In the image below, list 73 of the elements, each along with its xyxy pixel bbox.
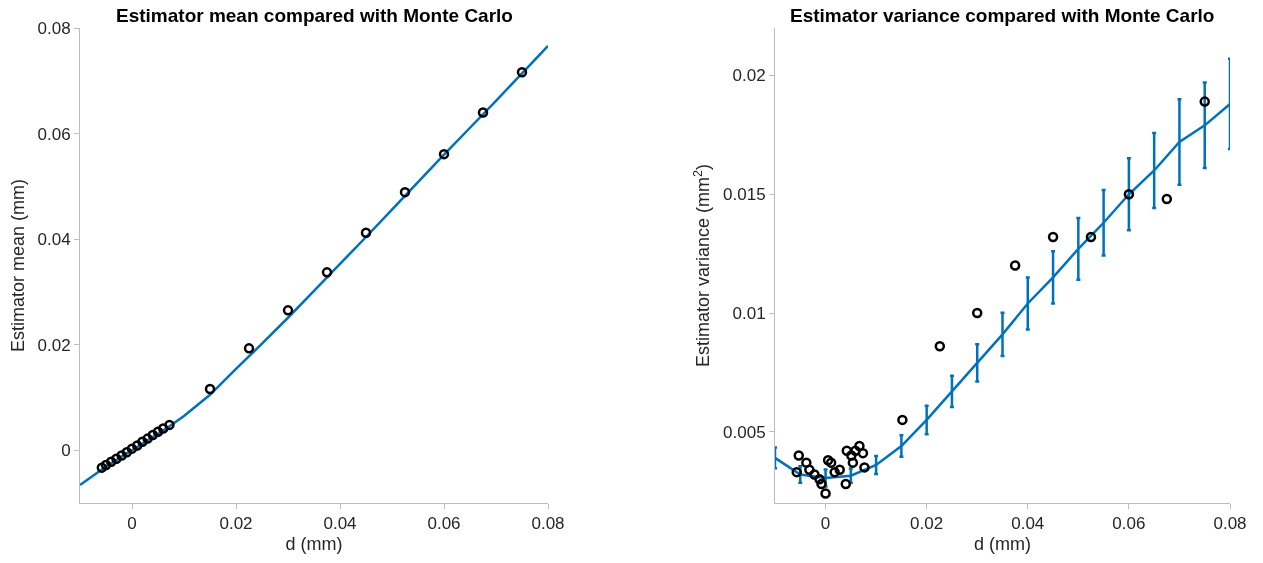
point <box>816 478 827 490</box>
point <box>791 466 802 478</box>
x-tick-label: 0 <box>820 514 831 534</box>
point <box>1085 231 1097 243</box>
point <box>1123 189 1135 200</box>
point <box>142 433 153 444</box>
point <box>164 419 175 431</box>
x-tick-label: 0.02 <box>910 514 944 534</box>
point <box>360 227 372 239</box>
point <box>847 457 859 468</box>
point <box>854 440 865 452</box>
x-axis-title: d (mm) <box>974 533 1031 554</box>
point <box>477 107 489 118</box>
point <box>137 436 148 448</box>
x-tick-label: 0.08 <box>531 514 565 534</box>
chart-title: Estimator mean compared with Monte Carlo <box>116 5 513 26</box>
point <box>116 450 127 461</box>
point <box>897 414 908 426</box>
point <box>243 343 255 354</box>
x-tick-label: 0 <box>127 514 137 534</box>
point <box>834 464 845 475</box>
point <box>131 440 143 451</box>
point <box>100 459 112 471</box>
point <box>399 186 411 198</box>
x-tick-label: 0.04 <box>1011 514 1045 534</box>
point <box>282 305 294 316</box>
point <box>971 307 983 319</box>
y-tick-label: 0.02 <box>732 66 766 86</box>
x-axis-title: d (mm) <box>285 533 343 554</box>
point <box>793 450 805 461</box>
point <box>147 429 159 441</box>
point <box>321 267 333 278</box>
y-tick-label: 0.06 <box>37 124 71 144</box>
x-tick-label: 0.06 <box>427 514 461 534</box>
y-tick-label: 0 <box>61 441 71 461</box>
point <box>850 445 861 456</box>
point <box>1199 96 1210 107</box>
y-tick-label: 0.005 <box>723 422 766 442</box>
y-tick-label: 0.015 <box>723 185 766 205</box>
y-axis-title: Estimator mean (mm) <box>7 178 28 353</box>
point <box>157 423 169 434</box>
point <box>1009 260 1021 271</box>
point <box>96 462 108 473</box>
y-tick-label: 0.08 <box>37 18 71 38</box>
point <box>829 466 840 478</box>
point <box>516 67 528 78</box>
point <box>152 426 164 437</box>
y-tick-label: 0.04 <box>37 230 71 250</box>
point <box>204 383 216 395</box>
x-tick-label: 0.02 <box>219 514 253 534</box>
point <box>438 148 450 160</box>
point <box>814 474 825 485</box>
point <box>809 469 820 480</box>
point <box>1047 231 1059 243</box>
point <box>859 462 870 473</box>
x-tick-label: 0.04 <box>323 514 357 534</box>
point <box>857 447 869 459</box>
y-tick-label: 0.01 <box>732 303 766 323</box>
point <box>840 478 852 490</box>
point <box>934 341 946 352</box>
point <box>126 443 138 454</box>
x-tick-label: 0.06 <box>1112 514 1146 534</box>
point <box>121 447 133 458</box>
chart-title: Estimator variance compared with Monte Carlo <box>790 5 1215 26</box>
point <box>846 450 857 461</box>
y-tick-label: 0.02 <box>37 335 71 355</box>
point <box>804 464 815 475</box>
x-tick-label: 0.08 <box>1213 514 1247 534</box>
point <box>801 457 812 468</box>
point <box>105 456 117 468</box>
point <box>820 488 831 499</box>
point <box>111 453 122 464</box>
point <box>1161 193 1173 205</box>
